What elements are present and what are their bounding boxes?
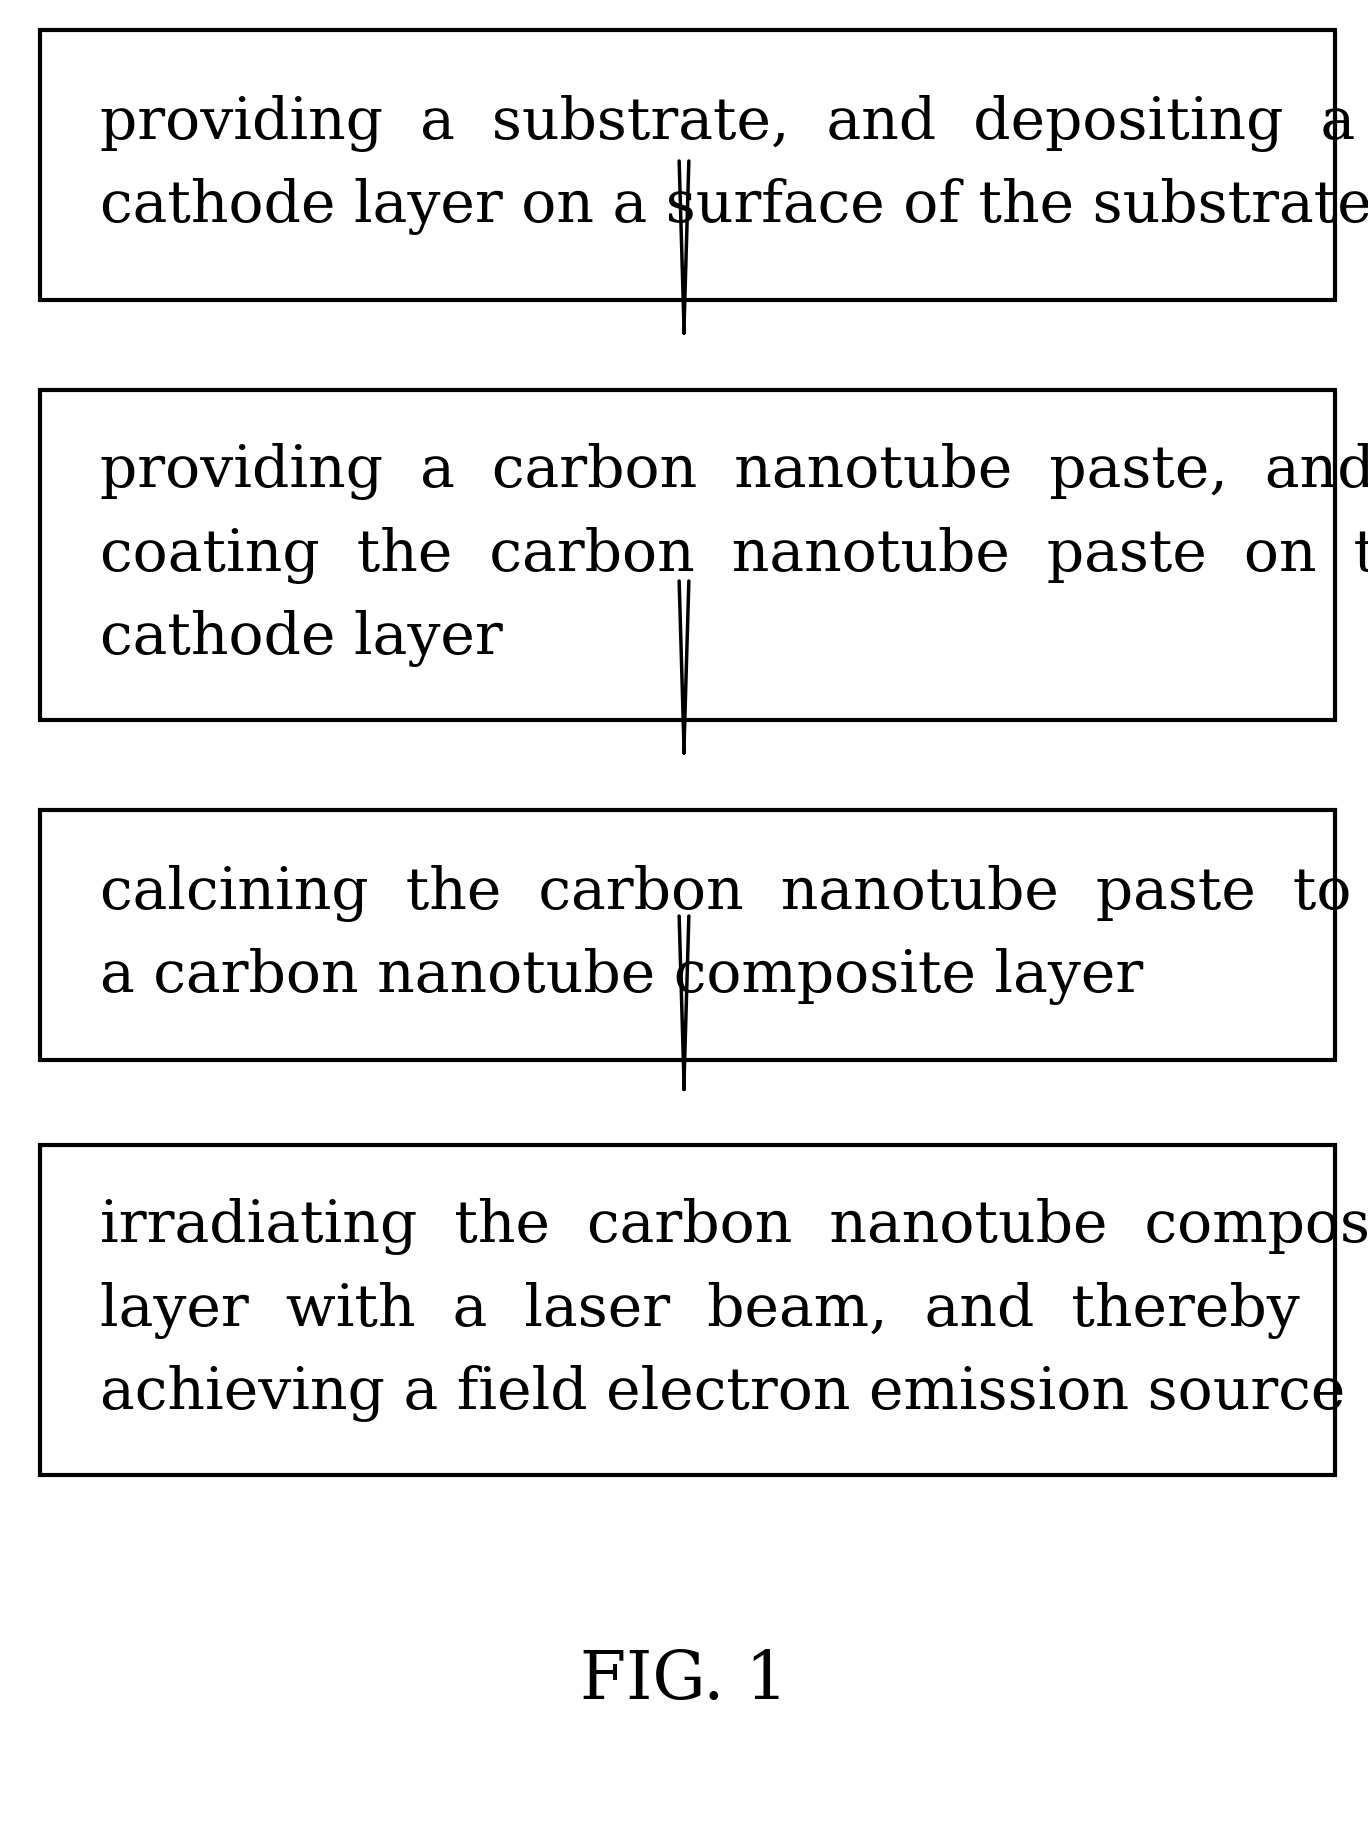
Bar: [40, 29, 1335, 300]
Text: calcining  the  carbon  nanotube  paste  to  form
a carbon nanotube composite la: calcining the carbon nanotube paste to f…: [100, 864, 1368, 1006]
Bar: [40, 1146, 1335, 1475]
Bar: [40, 810, 1335, 1059]
Text: providing  a  carbon  nanotube  paste,  and
coating  the  carbon  nanotube  past: providing a carbon nanotube paste, and c…: [100, 444, 1368, 667]
Text: FIG. 1: FIG. 1: [580, 1647, 788, 1713]
Text: irradiating  the  carbon  nanotube  composite
layer  with  a  laser  beam,  and : irradiating the carbon nanotube composit…: [100, 1197, 1368, 1422]
Text: providing  a  substrate,  and  depositing  a
cathode layer on a surface of the s: providing a substrate, and depositing a …: [100, 94, 1368, 236]
Bar: [40, 391, 1335, 720]
